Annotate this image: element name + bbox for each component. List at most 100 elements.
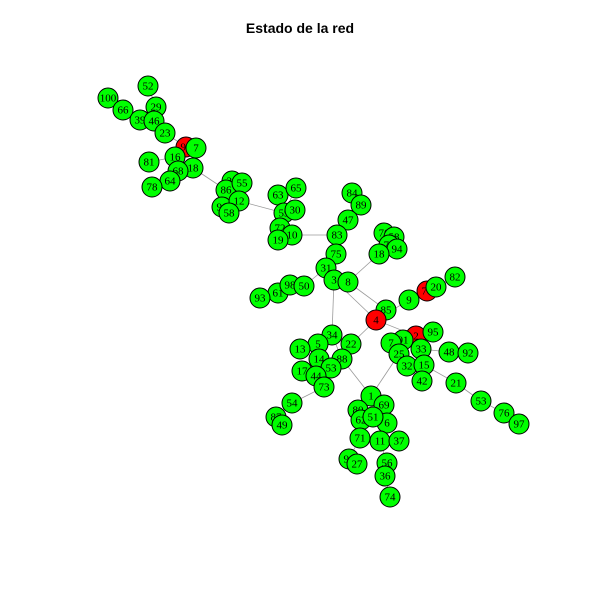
node-label: 66 (118, 105, 130, 117)
node-label: 12 (234, 196, 245, 208)
network-node: 63 (267, 184, 289, 206)
node-label: 54 (287, 398, 299, 410)
node-label: 46 (149, 116, 161, 128)
node-label: 37 (394, 436, 406, 448)
network-node: 20 (425, 276, 447, 298)
node-label: 34 (327, 330, 339, 342)
node-label: 27 (352, 459, 364, 471)
node-label: 62 (356, 415, 367, 427)
node-label: 23 (160, 128, 172, 140)
node-circle (346, 453, 368, 475)
network-node: 49 (271, 414, 293, 436)
node-label: 22 (346, 339, 357, 351)
node-circle (422, 321, 444, 343)
node-circle (337, 209, 359, 231)
node-label: 21 (451, 378, 462, 390)
network-node: 78 (141, 176, 163, 198)
network-node: 83 (326, 224, 348, 246)
network-node: 89 (350, 194, 372, 216)
node-label: 75 (331, 249, 343, 261)
network-node: 74 (379, 486, 401, 508)
node-circle (137, 75, 159, 97)
node-label: 78 (147, 182, 159, 194)
node-label: 59 (279, 208, 291, 220)
network-node: 21 (445, 372, 467, 394)
node-label: 91 (398, 335, 409, 347)
node-label: 25 (394, 349, 406, 361)
node-circle (313, 376, 335, 398)
network-node: 51 (362, 406, 384, 428)
node-label: 33 (416, 344, 428, 356)
network-node: 48 (438, 341, 460, 363)
network-node: 42 (411, 370, 433, 392)
node-label: 20 (431, 282, 443, 294)
network-node: 18 (368, 243, 390, 265)
node-label: 94 (392, 244, 404, 256)
node-circle (470, 390, 492, 412)
node-label: 10 (287, 230, 299, 242)
node-circle (493, 402, 515, 424)
node-circle (141, 176, 163, 198)
node-circle (154, 122, 176, 144)
node-circle (368, 243, 390, 265)
node-circle (271, 414, 293, 436)
node-label: 76 (499, 408, 511, 420)
network-node: 30 (284, 199, 306, 221)
network-node: 94 (386, 238, 408, 260)
node-label: 7 (388, 338, 394, 350)
node-label: 64 (165, 176, 177, 188)
node-label: 8 (345, 277, 351, 289)
node-label: 4 (373, 315, 379, 327)
node-label: 2 (413, 331, 419, 343)
node-circle (112, 99, 134, 121)
node-label: 63 (273, 190, 285, 202)
node-circle (365, 309, 387, 331)
node-label: 65 (291, 183, 303, 195)
network-node: 93 (249, 287, 271, 309)
network-node: 95 (422, 321, 444, 343)
node-circle (374, 465, 396, 487)
network-node: 37 (388, 430, 410, 452)
plot-title: Estado de la red (245, 20, 355, 36)
network-node: 58 (218, 202, 240, 224)
node-circle (425, 276, 447, 298)
node-circle (457, 342, 479, 364)
node-circle (445, 372, 467, 394)
node-label: 86 (221, 185, 233, 197)
node-label: 98 (285, 280, 297, 292)
node-circle (411, 370, 433, 392)
node-label: 5 (315, 339, 321, 351)
network-node: 53 (470, 390, 492, 412)
node-label: 73 (319, 382, 331, 394)
network-node: 54 (281, 392, 303, 414)
node-circle (337, 271, 359, 293)
node-circle (350, 194, 372, 216)
network-node: 36 (374, 465, 396, 487)
node-circle (362, 406, 384, 428)
node-label: 42 (417, 376, 428, 388)
node-label: 49 (277, 420, 289, 432)
network-node: 65 (285, 177, 307, 199)
node-circle (289, 338, 311, 360)
node-label: 17 (297, 366, 309, 378)
node-label: 53 (476, 396, 488, 408)
node-circle (267, 229, 289, 251)
node-label: 74 (385, 492, 397, 504)
node-label: 85 (381, 305, 393, 317)
network-node: 81 (138, 151, 160, 173)
node-label: 69 (379, 400, 391, 412)
node-circle (285, 177, 307, 199)
node-label: 16 (170, 152, 182, 164)
network-node: 92 (457, 342, 479, 364)
node-label: 58 (224, 208, 236, 220)
node-label: 29 (151, 102, 163, 114)
network-node: 97 (508, 413, 530, 435)
node-label: 18 (188, 163, 200, 175)
network-node: 11 (369, 430, 391, 452)
network-node: 64 (159, 170, 181, 192)
network-node: 82 (444, 266, 466, 288)
node-label: 50 (299, 281, 311, 293)
node-label: 72 (275, 223, 286, 235)
node-circle (379, 486, 401, 508)
